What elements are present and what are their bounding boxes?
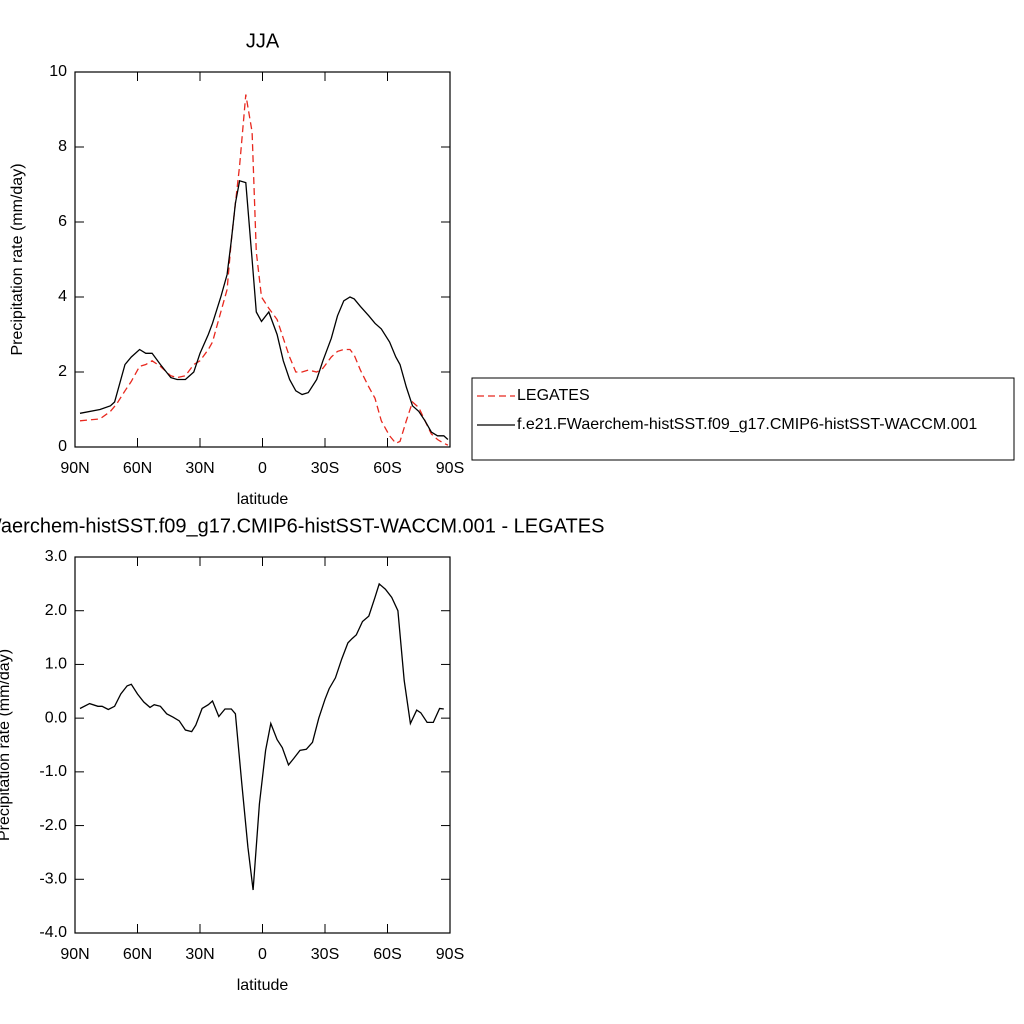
x-axis-label: latitude xyxy=(237,977,289,994)
y-tick-label: 4 xyxy=(58,288,67,305)
chart-title: JJA xyxy=(246,30,280,52)
data-line xyxy=(79,94,449,446)
plot-frame xyxy=(74,71,451,448)
y-tick-label: -3.0 xyxy=(39,871,67,888)
y-tick-label: -2.0 xyxy=(39,817,67,834)
y-tick-label: 1.0 xyxy=(45,656,67,673)
y-tick-label: 0 xyxy=(58,438,67,455)
y-axis-label: Precipitation rate (mm/day) xyxy=(9,163,26,355)
x-tick-label: 0 xyxy=(258,460,267,477)
x-tick-label: 30S xyxy=(311,946,339,963)
data-line xyxy=(79,179,449,440)
y-tick-label: 3.0 xyxy=(45,548,67,565)
x-tick-label: 90S xyxy=(436,460,464,477)
plot-frame xyxy=(74,556,451,934)
x-tick-label: 60S xyxy=(373,460,401,477)
y-tick-label: 0.0 xyxy=(45,709,67,726)
x-tick-label: 90S xyxy=(436,946,464,963)
x-tick-label: 90N xyxy=(60,460,89,477)
y-axis-label: Precipitation rate (mm/day) xyxy=(0,649,13,841)
y-tick-label: 2 xyxy=(58,363,67,380)
x-tick-label: 30S xyxy=(311,460,339,477)
chart-title: f.e21.FWaerchem-histSST.f09_g17.CMIP6-hi… xyxy=(0,515,604,537)
y-tick-label: 10 xyxy=(49,63,67,80)
legend-frame xyxy=(471,377,1015,461)
x-tick-label: 60N xyxy=(123,460,152,477)
x-axis-label: latitude xyxy=(237,491,289,508)
y-tick-label: -4.0 xyxy=(39,924,67,941)
x-tick-label: 60S xyxy=(373,946,401,963)
x-tick-label: 30N xyxy=(185,460,214,477)
x-tick-label: 30N xyxy=(185,946,214,963)
y-tick-label: 6 xyxy=(58,213,67,230)
legend-label: LEGATES xyxy=(517,387,590,404)
y-tick-label: 2.0 xyxy=(45,602,67,619)
data-line xyxy=(79,582,444,891)
y-tick-label: -1.0 xyxy=(39,763,67,780)
y-tick-label: 8 xyxy=(58,138,67,155)
x-tick-label: 90N xyxy=(60,946,89,963)
legend-label: f.e21.FWaerchem-histSST.f09_g17.CMIP6-hi… xyxy=(517,416,977,433)
x-tick-label: 0 xyxy=(258,946,267,963)
x-tick-label: 60N xyxy=(123,946,152,963)
